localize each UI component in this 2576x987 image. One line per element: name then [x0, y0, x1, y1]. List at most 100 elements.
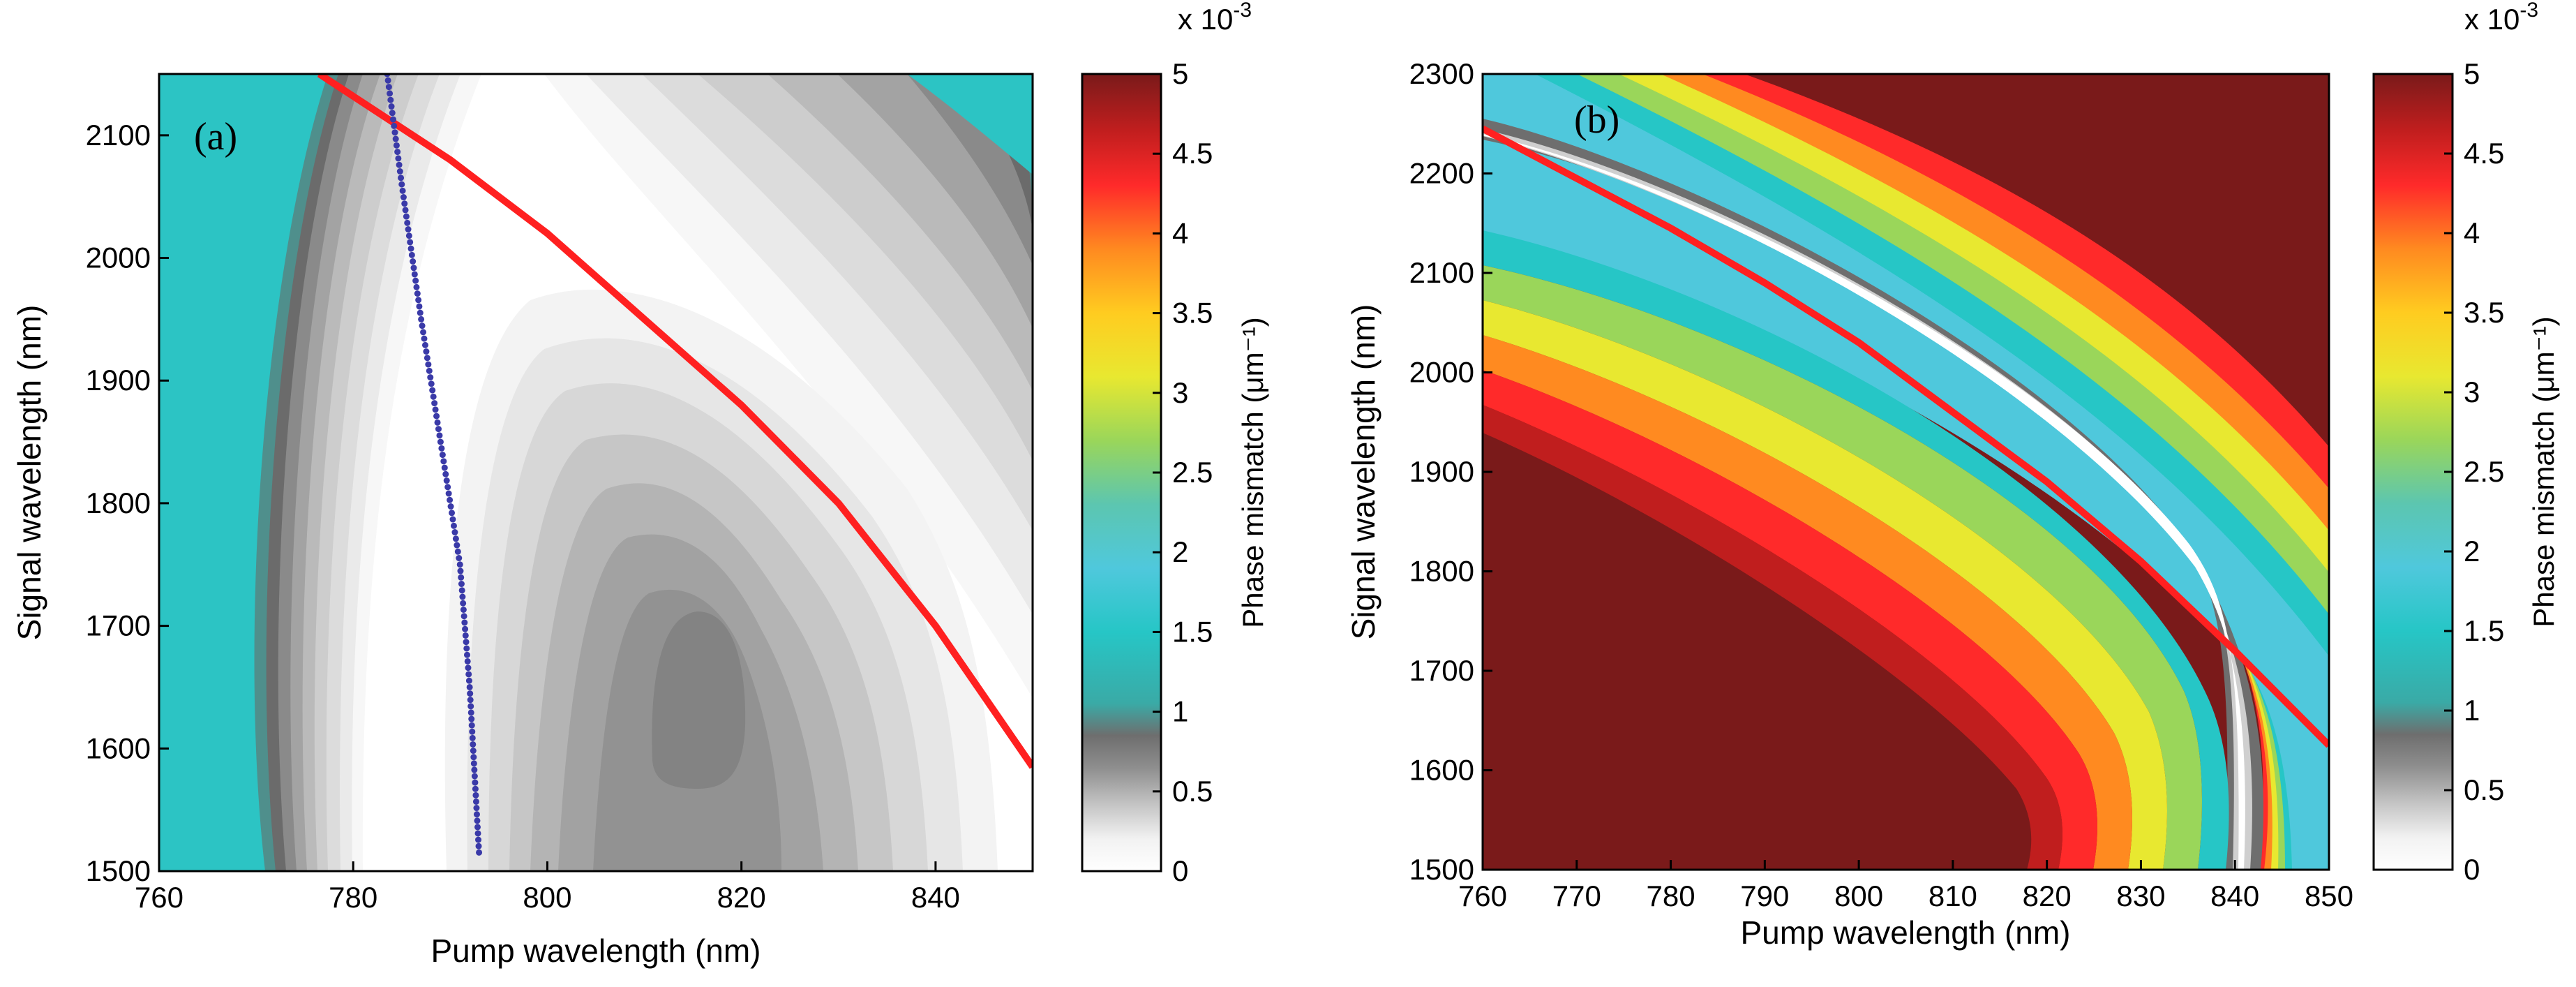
blue-curve-point: [471, 766, 478, 773]
blue-curve-point: [443, 477, 450, 484]
blue-curve-point: [411, 271, 418, 278]
colorbar-tick-label: 2.5: [1172, 456, 1213, 489]
colorbar-ticks-b: 0 0.5 1 1.5 2 2.5 3 3.5 4 4.5 5: [2444, 57, 2504, 886]
blue-curve-point: [470, 748, 477, 755]
blue-curve-point: [418, 316, 425, 322]
colorbar-tick-label: 3: [1172, 376, 1188, 409]
x-tick-label: 770: [1552, 880, 1601, 912]
blue-curve-point: [389, 110, 396, 117]
blue-curve-point: [417, 309, 424, 316]
blue-curve-point: [445, 490, 452, 497]
blue-curve-point: [438, 445, 445, 452]
blue-curve-point: [421, 341, 428, 348]
panel-a: (a) 760 780 800 820 840 1500 1600 1700 1800 1900…: [11, 0, 1269, 969]
blue-curve-point: [394, 149, 401, 156]
y-tick-label: 1900: [1409, 455, 1474, 488]
colorbar-tick-label: 1.5: [2464, 614, 2504, 647]
blue-curve-point: [465, 671, 472, 678]
blue-curve-point: [467, 697, 474, 704]
blue-curve-point: [459, 593, 466, 600]
blue-curve-point: [439, 452, 446, 459]
blue-curve-point: [461, 619, 468, 626]
colorbar-tick-label: 0: [2464, 853, 2480, 886]
blue-curve-point: [420, 329, 427, 336]
colorbar-b: [2372, 73, 2454, 871]
blue-curve-point: [435, 426, 442, 433]
x-tick-label: 790: [1740, 880, 1789, 912]
x-axis-label-b: Pump wavelength (nm): [1741, 914, 2071, 951]
colorbar-tick-label: 5: [2464, 57, 2480, 90]
blue-curve-point: [395, 155, 402, 162]
x-tick-label: 800: [523, 881, 571, 914]
colorbar-tick-label: 4: [1172, 216, 1188, 249]
blue-curve-point: [404, 219, 411, 226]
blue-curve-point: [440, 458, 447, 465]
blue-curve-point: [400, 194, 407, 201]
y-ticks-b: 1500 1600 1700 1800 1900 2000 2100 2200 2300: [1409, 57, 1492, 886]
blue-curve-point: [472, 792, 479, 799]
panel-label-a: (a): [194, 115, 237, 158]
heatmap-b-field: [1483, 74, 2329, 870]
blue-curve-point: [472, 785, 479, 792]
x-tick-label: 780: [329, 881, 377, 914]
blue-curve-point: [415, 297, 422, 304]
blue-curve-point: [405, 226, 412, 233]
blue-curve-point: [441, 464, 448, 471]
blue-curve-point: [447, 503, 454, 510]
y-tick-label: 2100: [1409, 256, 1474, 289]
x-tick-label: 820: [717, 881, 766, 914]
blue-curve-point: [475, 843, 482, 849]
blue-curve-point: [452, 535, 459, 542]
y-tick-label: 1800: [1409, 555, 1474, 588]
y-tick-label: 1600: [1409, 754, 1474, 787]
blue-curve-point: [467, 703, 474, 710]
colorbar-tick-label: 2: [1172, 535, 1188, 568]
blue-curve-point: [450, 522, 457, 529]
colorbar-tick-label: 1: [2464, 694, 2480, 727]
y-tick-label: 2000: [1409, 356, 1474, 389]
y-tick-label: 1500: [1409, 853, 1474, 886]
y-tick-label: 1700: [1409, 654, 1474, 687]
x-tick-label: 800: [1834, 880, 1883, 912]
blue-curve-point: [463, 645, 470, 652]
blue-curve-point: [465, 677, 472, 684]
blue-curve-point: [423, 348, 430, 355]
blue-curve-point: [474, 817, 481, 824]
blue-curve-point: [399, 187, 406, 194]
colorbar-exponent-b: x 10-3: [2464, 0, 2538, 36]
blue-curve-point: [405, 232, 412, 239]
blue-curve-point: [449, 516, 456, 523]
blue-curve-point: [410, 265, 417, 272]
blue-curve-point: [426, 367, 433, 374]
blue-curve-point: [425, 361, 432, 368]
blue-curve-point: [388, 103, 395, 110]
blue-curve-point: [424, 355, 430, 362]
colorbar-label-b: Phase mismatch (μm⁻¹): [2527, 316, 2560, 627]
colorbar-ticks-a: 0 0.5 1 1.5 2 2.5 3 3.5 4 4.5 5: [1153, 57, 1213, 887]
red-curve-b: [1483, 125, 2329, 748]
blue-curve-point: [462, 632, 469, 639]
x-axis-label-a: Pump wavelength (nm): [431, 933, 761, 969]
colorbar-tick-label: 5: [1172, 57, 1188, 90]
blue-curve-point: [407, 245, 414, 252]
blue-curve-point: [428, 380, 435, 387]
blue-curve-point: [398, 181, 405, 188]
blue-curve-point: [391, 129, 398, 136]
blue-curve-point: [449, 510, 456, 517]
x-tick-label: 820: [2023, 880, 2072, 912]
colorbar-tick-label: 3: [2464, 376, 2480, 408]
colorbar-tick-label: 4.5: [2464, 137, 2504, 170]
blue-curve-point: [476, 849, 483, 856]
blue-curve-point: [413, 283, 420, 290]
colorbar-label-a: Phase mismatch (μm⁻¹): [1236, 317, 1269, 628]
blue-curve-point: [396, 168, 403, 175]
blue-curve-point: [391, 122, 398, 129]
colorbar-tick-label: 0.5: [1172, 775, 1213, 808]
blue-curve-point: [429, 387, 436, 394]
blue-curve-point: [473, 811, 480, 818]
blue-curve-point: [457, 567, 464, 574]
heatmap-a-field: [159, 74, 1033, 871]
y-tick-label: 1900: [86, 364, 151, 396]
blue-curve-point: [436, 432, 443, 439]
blue-curve-point: [430, 393, 437, 400]
